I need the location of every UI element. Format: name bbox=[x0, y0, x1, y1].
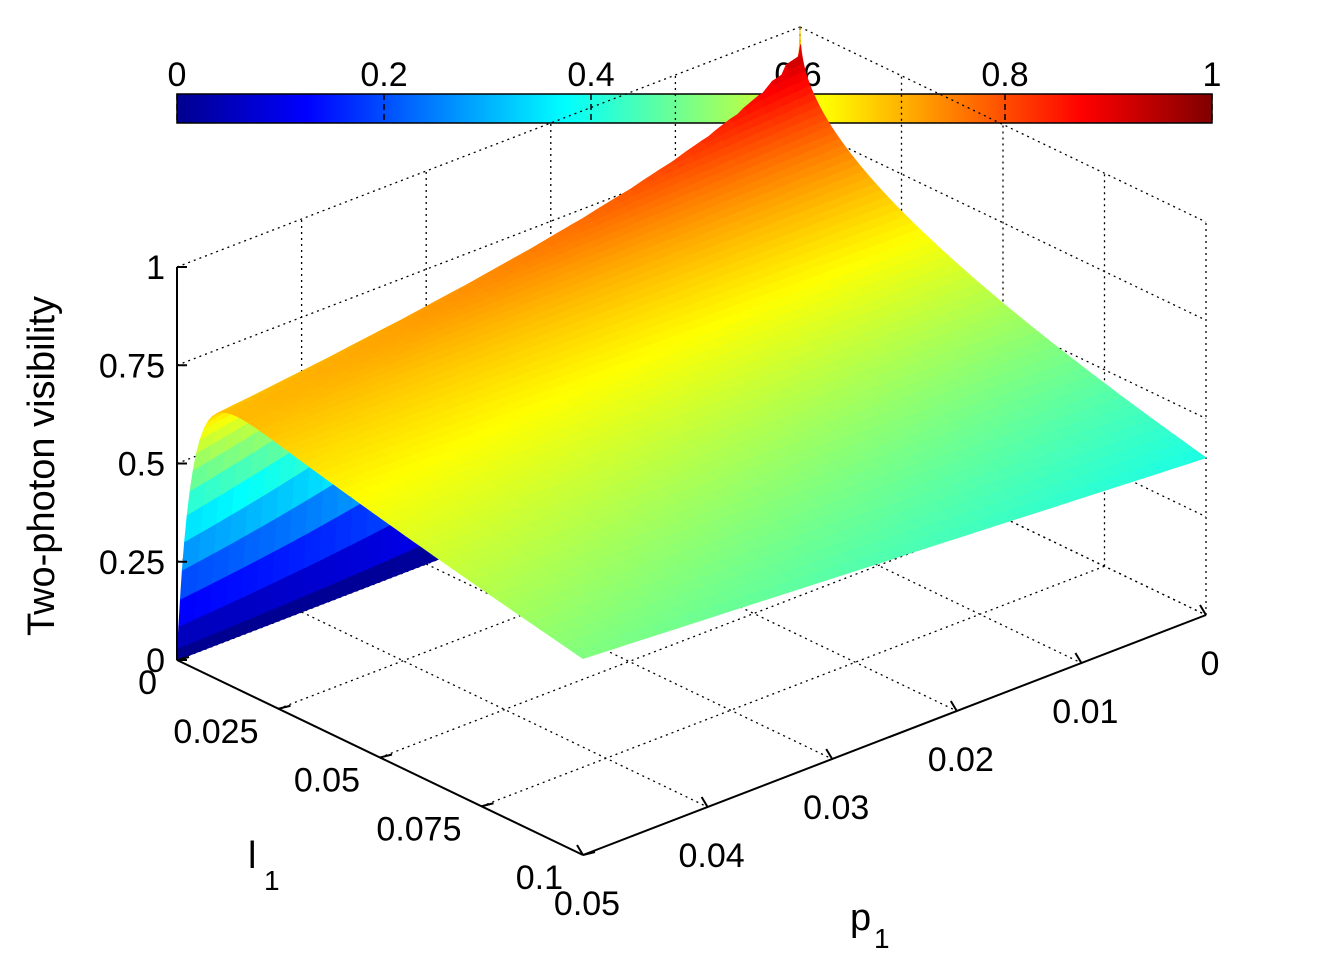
z-tick-label: 0.5 bbox=[118, 446, 165, 484]
p-tick-label: 0.01 bbox=[1052, 693, 1118, 731]
p-tick-label: 0.03 bbox=[803, 789, 869, 827]
p-axis-line bbox=[582, 614, 1207, 856]
z-tick-label: 0 bbox=[146, 642, 165, 680]
l-tick-label: 0 bbox=[138, 664, 157, 702]
p-tick-label: 0 bbox=[1201, 645, 1220, 683]
colorbar-tick-label: 0.8 bbox=[981, 56, 1028, 94]
p-tick-mark bbox=[1074, 652, 1083, 664]
svg-text:1: 1 bbox=[874, 923, 890, 954]
p-tick-mark bbox=[825, 748, 834, 760]
z-tick-label: 0.75 bbox=[99, 347, 165, 385]
l-tick-mark bbox=[379, 753, 393, 759]
l-tick-mark bbox=[176, 656, 190, 661]
p-tick-mark bbox=[949, 700, 958, 712]
l-tick-label: 0.1 bbox=[516, 859, 563, 897]
p-tick-label: 0.04 bbox=[679, 837, 745, 875]
p-tick-mark bbox=[576, 844, 584, 856]
svg-text:p: p bbox=[850, 897, 871, 939]
z-tick-label: 1 bbox=[146, 249, 165, 287]
l-tick-mark bbox=[278, 704, 291, 710]
l-tick-label: 0.075 bbox=[376, 810, 461, 848]
y-axis-label: l 1 bbox=[248, 835, 280, 896]
p-tick-mark bbox=[1199, 604, 1207, 616]
colorbar: 00.20.40.60.81 bbox=[168, 56, 1222, 124]
surface-patch bbox=[571, 645, 600, 659]
l-tick-mark bbox=[582, 851, 596, 856]
svg-text:1: 1 bbox=[264, 865, 280, 896]
svg-text:l: l bbox=[248, 835, 256, 877]
l-tick-label: 0.05 bbox=[294, 762, 360, 800]
p-tick-label: 0.05 bbox=[554, 885, 620, 923]
colorbar-tick-label: 0.4 bbox=[567, 56, 614, 94]
p-tick-mark bbox=[700, 796, 709, 808]
colorbar-tick-label: 0.2 bbox=[360, 56, 407, 94]
p-tick-label: 0.02 bbox=[928, 741, 994, 779]
z-axis-label: Two-photon visibility bbox=[21, 296, 63, 636]
colorbar-tick-label: 0 bbox=[168, 56, 187, 94]
x-axis-label: p 1 bbox=[850, 897, 890, 954]
z-tick-label: 0.25 bbox=[99, 544, 165, 582]
l-tick-label: 0.025 bbox=[173, 713, 258, 751]
colorbar-gradient bbox=[176, 93, 1213, 124]
axes: 00.250.50.75100.0250.050.0750.100.010.02… bbox=[99, 249, 1220, 923]
l-tick-mark bbox=[481, 802, 494, 808]
surface bbox=[176, 26, 1207, 661]
colorbar-tick-label: 1 bbox=[1203, 56, 1222, 94]
